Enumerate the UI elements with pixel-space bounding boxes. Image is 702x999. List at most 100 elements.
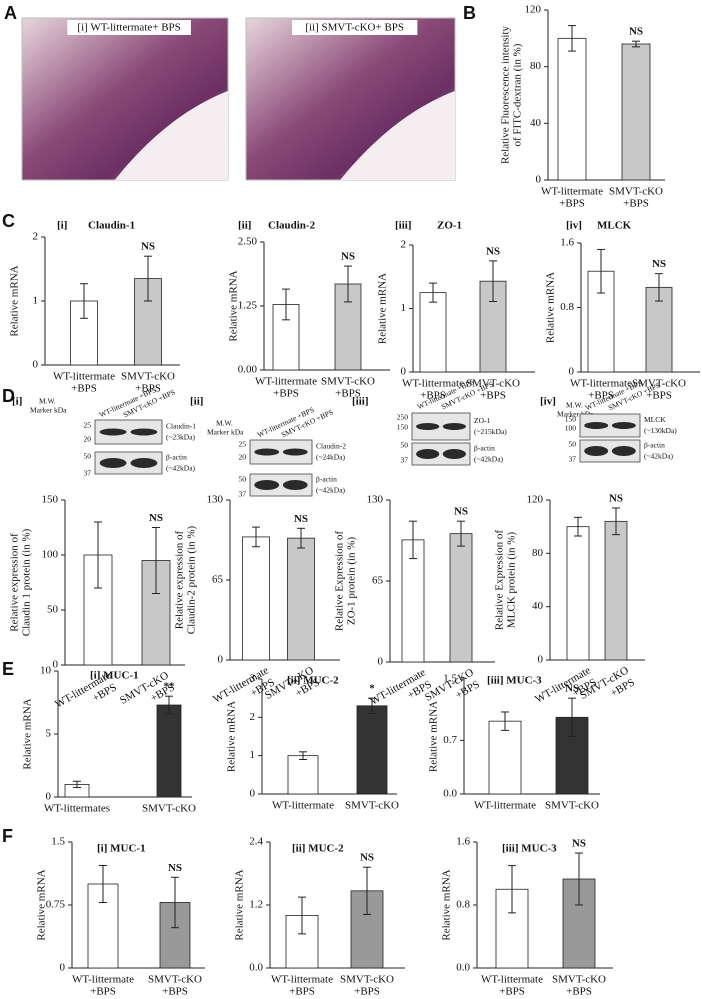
x-tick-label: SMVT-cKO: [609, 186, 663, 198]
y-tick-label: 65: [212, 574, 224, 586]
y-tick-label: 0.00: [238, 364, 258, 376]
error-bar: [344, 265, 352, 303]
band-label: Claudin-2: [316, 442, 346, 451]
significance-label: NS: [652, 258, 666, 270]
error-bar: [165, 695, 173, 715]
y-tick-label: 100: [42, 549, 59, 561]
x-tick-label: +BPS: [289, 986, 315, 998]
mw-marker: 150: [565, 415, 577, 424]
y-tick-label: 0: [538, 654, 544, 666]
x-tick-label: +BPS: [90, 986, 116, 998]
mw-marker: 25: [239, 440, 247, 449]
band-label: ZO-1: [474, 416, 490, 425]
mw-marker: 250: [397, 413, 409, 422]
y-axis-label: Relative mRNA: [545, 272, 557, 343]
blot-header: M.W.: [39, 397, 56, 406]
chart-title: [ii] MUC-2: [292, 843, 344, 855]
chart-title: Claudin-2: [268, 220, 316, 232]
y-tick-label: 1.5: [51, 836, 65, 848]
y-axis-label: of FITC-dextran (in %): [512, 43, 524, 146]
x-tick-label: WT-littermate: [53, 371, 115, 383]
y-axis-label: Relative Expression of: [494, 530, 506, 631]
blot-band: [99, 428, 127, 436]
blot-band: [416, 449, 440, 459]
x-tick-label: +BPS: [588, 390, 614, 402]
y-tick-label: 0.8: [560, 301, 574, 313]
y-axis-label: Relative mRNA: [228, 270, 240, 341]
x-tick-label: WT-littermate: [255, 376, 317, 388]
error-bar: [429, 282, 437, 303]
blot-box: [94, 451, 163, 475]
chart-label: [i]: [12, 396, 22, 408]
y-tick-label: 5: [46, 728, 52, 740]
blot-band: [442, 423, 466, 430]
bar: [557, 37, 587, 181]
band-label: (~130kDa): [644, 426, 677, 435]
error-bar: [575, 852, 583, 906]
error-bar: [368, 697, 376, 714]
y-tick-label: 2: [250, 711, 256, 723]
significance-label: NS: [486, 245, 500, 257]
y-axis-label: Relative mRNA: [36, 869, 48, 940]
band-label: (~42kDa): [644, 452, 674, 461]
mw-marker: 20: [84, 435, 92, 444]
chart-title: Claudin-1: [88, 220, 135, 232]
y-tick-label: 0.7: [443, 734, 457, 746]
y-axis-label: Relative expression of: [174, 530, 186, 629]
y-tick-label: 0: [378, 656, 384, 668]
lumen: [114, 90, 228, 180]
panel-letter: F: [2, 826, 13, 846]
error-bar: [152, 527, 160, 594]
y-axis-label: Relative mRNA: [377, 273, 389, 344]
blot-header: Marker kDa: [557, 410, 594, 419]
y-tick-label: 130: [207, 494, 224, 506]
chart-label: [ii]: [238, 220, 251, 232]
bar: [621, 43, 651, 181]
y-tick-label: 50: [47, 604, 59, 616]
bar: [242, 536, 270, 661]
blot-band: [584, 422, 609, 429]
mw-marker: 100: [565, 424, 577, 433]
chart-label: [iii]: [352, 396, 369, 408]
significance-label: NS: [360, 852, 374, 864]
error-bar: [508, 865, 516, 914]
y-tick-label: 80: [532, 547, 544, 559]
panel-letter: E: [2, 659, 14, 679]
chart-label: [iii]: [395, 220, 412, 232]
chart-title: ZO-1: [437, 220, 462, 232]
blot-header: M.W.: [566, 401, 583, 410]
x-tick-label: +BPS: [559, 198, 585, 210]
bar: [356, 705, 388, 795]
band-label: β-actin: [166, 453, 187, 462]
image-label: [ii] SMVT-cKO+ BPS: [305, 22, 404, 34]
y-tick-label: 0.8: [456, 899, 470, 911]
mw-marker: 25: [84, 421, 92, 430]
y-axis-label: MLCK protein (in %): [506, 532, 518, 629]
y-axis-label: Relative expression of: [9, 533, 21, 632]
error-bar: [568, 697, 576, 737]
band-label: MLCK: [644, 415, 666, 424]
y-tick-label: 1: [33, 295, 39, 307]
lumen: [340, 90, 455, 180]
blot-header: M.W.: [216, 419, 233, 428]
blot-header: Marker kDa: [207, 428, 244, 437]
chart-title: [i] MUC-1: [90, 670, 139, 682]
x-tick-label: WT-littermate: [402, 378, 464, 390]
blot-band: [130, 458, 158, 468]
error-bar: [632, 40, 640, 48]
y-axis-label: Relative mRNA: [441, 869, 453, 940]
mw-marker: 37: [239, 490, 247, 499]
x-tick-label: +BPS: [273, 388, 299, 400]
y-axis-label: Relative mRNA: [226, 701, 238, 772]
blot-band: [584, 446, 609, 456]
blot-band: [254, 448, 280, 456]
y-tick-label: 120: [525, 4, 542, 16]
x-tick-label: SMVT-cKO: [345, 800, 399, 812]
x-tick-label: SMVT-cKO: [466, 378, 520, 390]
x-tick-label: +BPS: [162, 986, 188, 998]
y-axis-label: Relative mRNA: [9, 265, 21, 336]
x-tick-label: SMVT-cKO: [142, 803, 196, 815]
blot-band: [99, 458, 127, 468]
x-tick-label: +BPS: [499, 986, 525, 998]
